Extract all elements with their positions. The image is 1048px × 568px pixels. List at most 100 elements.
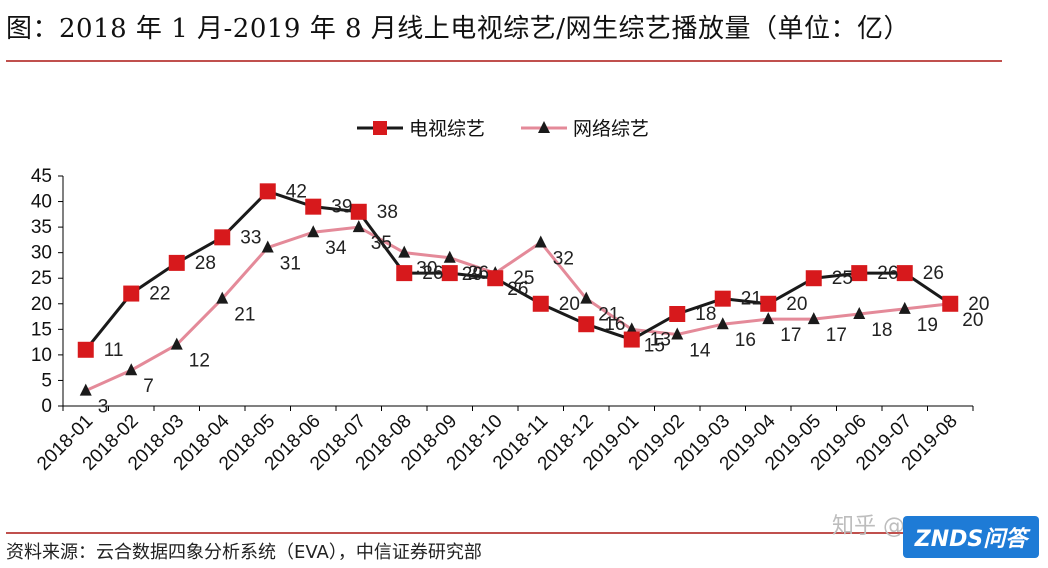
- data-label-web: 21: [598, 305, 619, 326]
- data-label-tv: 26: [422, 263, 443, 284]
- data-point-web: [79, 383, 92, 396]
- data-point-tv: [896, 265, 913, 282]
- data-label-tv: 25: [832, 268, 853, 289]
- data-point-tv: [623, 331, 640, 348]
- data-point-tv: [487, 270, 504, 287]
- data-point-tv: [259, 183, 276, 200]
- data-label-tv: 28: [195, 253, 216, 274]
- y-tick-label: 35: [31, 217, 52, 238]
- data-point-tv: [669, 306, 686, 322]
- data-point-tv: [77, 341, 94, 358]
- title-divider: [6, 60, 1002, 62]
- data-label-web: 3: [98, 397, 109, 418]
- data-label-tv: 42: [286, 181, 307, 202]
- data-point-tv: [805, 270, 822, 287]
- data-label-tv: 18: [695, 304, 716, 325]
- data-label-tv: 26: [468, 263, 489, 284]
- data-point-tv: [305, 198, 322, 215]
- page-title: 图：2018 年 1 月-2019 年 8 月线上电视综艺/网生综艺播放量（单位…: [6, 14, 911, 44]
- data-point-web: [625, 322, 638, 335]
- data-label-web: 14: [689, 340, 711, 361]
- data-point-web: [443, 250, 456, 263]
- data-label-tv: 21: [741, 289, 762, 310]
- data-point-web: [170, 337, 183, 350]
- data-label-tv: 26: [923, 263, 944, 284]
- data-label-tv: 20: [968, 294, 989, 315]
- data-label-tv: 13: [650, 330, 671, 351]
- data-point-tv: [714, 290, 731, 307]
- data-point-web: [352, 220, 365, 233]
- data-point-tv: [214, 229, 231, 246]
- data-label-tv: 11: [104, 340, 124, 361]
- data-point-web: [716, 317, 729, 330]
- data-label-web: 31: [280, 254, 301, 275]
- watermark-badge: ZNDS问答: [903, 516, 1039, 558]
- source-note: 资料来源：云合数据四象分析系统（EVA），中信证券研究部: [6, 542, 482, 563]
- data-label-web: 19: [917, 315, 938, 336]
- y-tick-label: 25: [31, 268, 52, 289]
- legend-label-web: 网络综艺: [573, 118, 649, 140]
- data-point-web: [307, 225, 320, 238]
- legend-marker-web: [538, 121, 550, 133]
- data-label-web: 17: [780, 325, 801, 346]
- legend-label-tv: 电视综艺: [409, 118, 485, 140]
- data-label-tv: 20: [786, 294, 807, 315]
- data-point-web: [762, 312, 775, 325]
- y-tick-label: 45: [31, 166, 52, 187]
- data-label-web: 35: [371, 233, 392, 254]
- data-point-tv: [441, 265, 458, 282]
- data-label-web: 12: [189, 351, 210, 372]
- line-chart: 0510152025303540452018-012018-022018-032…: [31, 118, 990, 475]
- watermark-text: 知乎 @: [832, 514, 905, 539]
- y-tick-label: 30: [31, 243, 52, 264]
- data-label-tv: 33: [240, 227, 261, 248]
- data-point-web: [216, 291, 229, 304]
- y-tick-label: 20: [31, 294, 52, 315]
- data-point-web: [125, 363, 138, 376]
- data-label-web: 16: [735, 330, 756, 351]
- data-label-web: 29: [462, 264, 483, 285]
- y-tick-label: 15: [31, 319, 52, 340]
- data-point-tv: [851, 265, 868, 282]
- data-label-web: 32: [553, 248, 574, 269]
- data-point-tv: [168, 254, 185, 271]
- y-tick-label: 5: [41, 370, 52, 391]
- data-label-tv: 38: [377, 202, 398, 223]
- data-point-tv: [396, 265, 413, 282]
- data-point-tv: [350, 203, 367, 220]
- data-label-web: 21: [234, 305, 255, 326]
- series-line-web: [85, 225, 951, 393]
- y-tick-label: 0: [41, 396, 52, 417]
- data-label-tv: 39: [331, 197, 352, 218]
- data-point-tv: [942, 295, 959, 312]
- data-label-web: 15: [644, 335, 665, 356]
- data-label-tv: 25: [513, 268, 534, 289]
- data-point-web: [853, 307, 866, 319]
- data-point-web: [534, 235, 547, 248]
- source-divider: [6, 532, 1002, 534]
- data-point-tv: [760, 295, 777, 312]
- data-label-web: 34: [325, 238, 347, 259]
- data-point-web: [261, 240, 274, 253]
- data-point-tv: [578, 316, 595, 333]
- data-point-web: [671, 327, 684, 340]
- data-label-web: 7: [143, 376, 154, 397]
- y-tick-label: 10: [31, 345, 52, 366]
- data-label-web: 20: [962, 310, 983, 331]
- legend-marker-tv: [373, 121, 387, 135]
- data-point-tv: [123, 285, 140, 302]
- data-point-web: [807, 312, 820, 325]
- data-point-web: [580, 291, 593, 304]
- data-label-tv: 26: [877, 263, 898, 284]
- data-label-web: 26: [507, 279, 528, 300]
- data-label-tv: 16: [604, 314, 625, 335]
- data-point-web: [898, 301, 911, 314]
- data-point-web: [398, 245, 411, 258]
- y-tick-label: 40: [31, 192, 52, 213]
- data-point-tv: [532, 295, 549, 312]
- data-label-tv: 22: [149, 284, 170, 305]
- data-label-web: 17: [826, 325, 847, 346]
- data-label-web: 18: [871, 320, 892, 341]
- data-label-tv: 20: [559, 294, 580, 315]
- data-label-web: 30: [416, 259, 437, 280]
